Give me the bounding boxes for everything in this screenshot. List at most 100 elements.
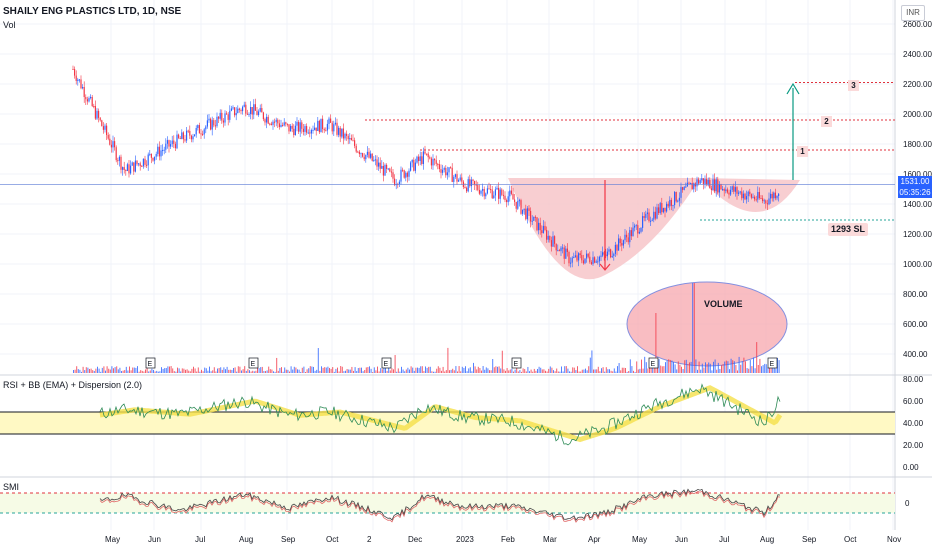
volume-bar [117, 369, 119, 373]
candle-body [437, 163, 439, 165]
candle-body [670, 199, 672, 206]
volume-bar [249, 370, 250, 373]
candle-body [152, 157, 154, 161]
volume-bar [196, 371, 198, 373]
volume-bar [431, 371, 433, 373]
time-tick-label: 2 [367, 535, 372, 544]
volume-bar [604, 371, 606, 373]
volume-bar [277, 370, 279, 373]
volume-bar [300, 371, 302, 373]
volume-bar [148, 371, 150, 373]
candle-body [438, 164, 440, 170]
candle-body [376, 159, 378, 167]
volume-bar [212, 370, 214, 373]
volume-bar [396, 371, 398, 373]
volume-bar [527, 366, 529, 373]
candle-body [603, 252, 605, 255]
rsi-tick-label: 60.00 [903, 397, 924, 406]
volume-bar [170, 366, 172, 373]
candle-body [416, 156, 418, 163]
candle-body [222, 120, 224, 123]
candle-body [618, 238, 620, 251]
candle-body [531, 220, 533, 222]
target-3-label: 3 [848, 80, 859, 91]
price-tick-label: 1600.00 [903, 170, 932, 179]
candle-body [133, 162, 135, 172]
volume-bar [316, 369, 318, 373]
candle-body [166, 140, 168, 144]
currency-button[interactable]: INR [901, 5, 925, 21]
earnings-marker-label: E [384, 361, 389, 368]
candle-body [290, 125, 292, 132]
volume-bar [457, 371, 458, 373]
volume-bar [289, 371, 290, 373]
candle-body [659, 203, 661, 214]
candle-body [107, 134, 109, 139]
volume-bar [565, 366, 567, 373]
candle-body [539, 222, 541, 231]
volume-bar [637, 369, 639, 373]
candle-body [619, 238, 621, 244]
volume-bar [143, 371, 145, 373]
volume-bar [388, 366, 390, 373]
candle-body [405, 172, 407, 178]
candle-body [325, 130, 327, 132]
volume-bar [215, 371, 217, 373]
volume-bar [674, 364, 676, 373]
candle-body [224, 113, 226, 123]
candle-body [299, 122, 301, 132]
volume-bar [764, 363, 766, 373]
candle-body [750, 194, 752, 198]
candle-body [541, 230, 543, 234]
volume-bar [394, 355, 396, 373]
volume-bar [114, 367, 116, 373]
candle-body [331, 122, 333, 132]
candle-body [746, 196, 748, 200]
candle-body [291, 125, 293, 129]
candle-body [730, 189, 732, 195]
candle-body [158, 146, 160, 157]
candle-body [645, 214, 647, 218]
candle-body [406, 172, 408, 177]
candle-body [93, 106, 95, 108]
volume-bar [122, 370, 124, 373]
candle-body [693, 183, 695, 190]
candle-body [522, 209, 524, 214]
candle-body [467, 179, 469, 192]
candle-body [200, 133, 202, 135]
volume-bar [697, 369, 698, 373]
candle-body [131, 162, 133, 166]
volume-bar [218, 367, 220, 373]
candle-body [126, 164, 128, 171]
candle-body [464, 186, 466, 188]
candle-body [85, 97, 87, 100]
candle-body [216, 116, 218, 127]
candle-body [678, 197, 680, 201]
candle-body [699, 180, 701, 184]
volume-bar [610, 370, 612, 373]
candle-body [248, 114, 250, 116]
volume-bar [402, 369, 404, 373]
candle-body [346, 133, 348, 136]
candle-body [322, 118, 324, 130]
candle-body [710, 188, 712, 191]
volume-bar [476, 369, 478, 373]
volume-bar [541, 369, 543, 373]
candle-body [658, 207, 660, 214]
volume-bar [252, 370, 254, 373]
candle-body [742, 193, 744, 199]
candle-body [355, 145, 357, 152]
candle-body [115, 147, 117, 161]
candle-body [707, 179, 709, 185]
candle-body [714, 179, 716, 192]
candle-body [96, 110, 98, 119]
candle-body [274, 121, 276, 123]
candle-body [392, 172, 394, 179]
volume-bar [733, 361, 735, 373]
volume-bar [282, 371, 284, 373]
volume-bar [349, 369, 351, 373]
volume-bar [615, 371, 617, 373]
volume-bar [293, 366, 295, 373]
volume-bar [612, 371, 614, 373]
